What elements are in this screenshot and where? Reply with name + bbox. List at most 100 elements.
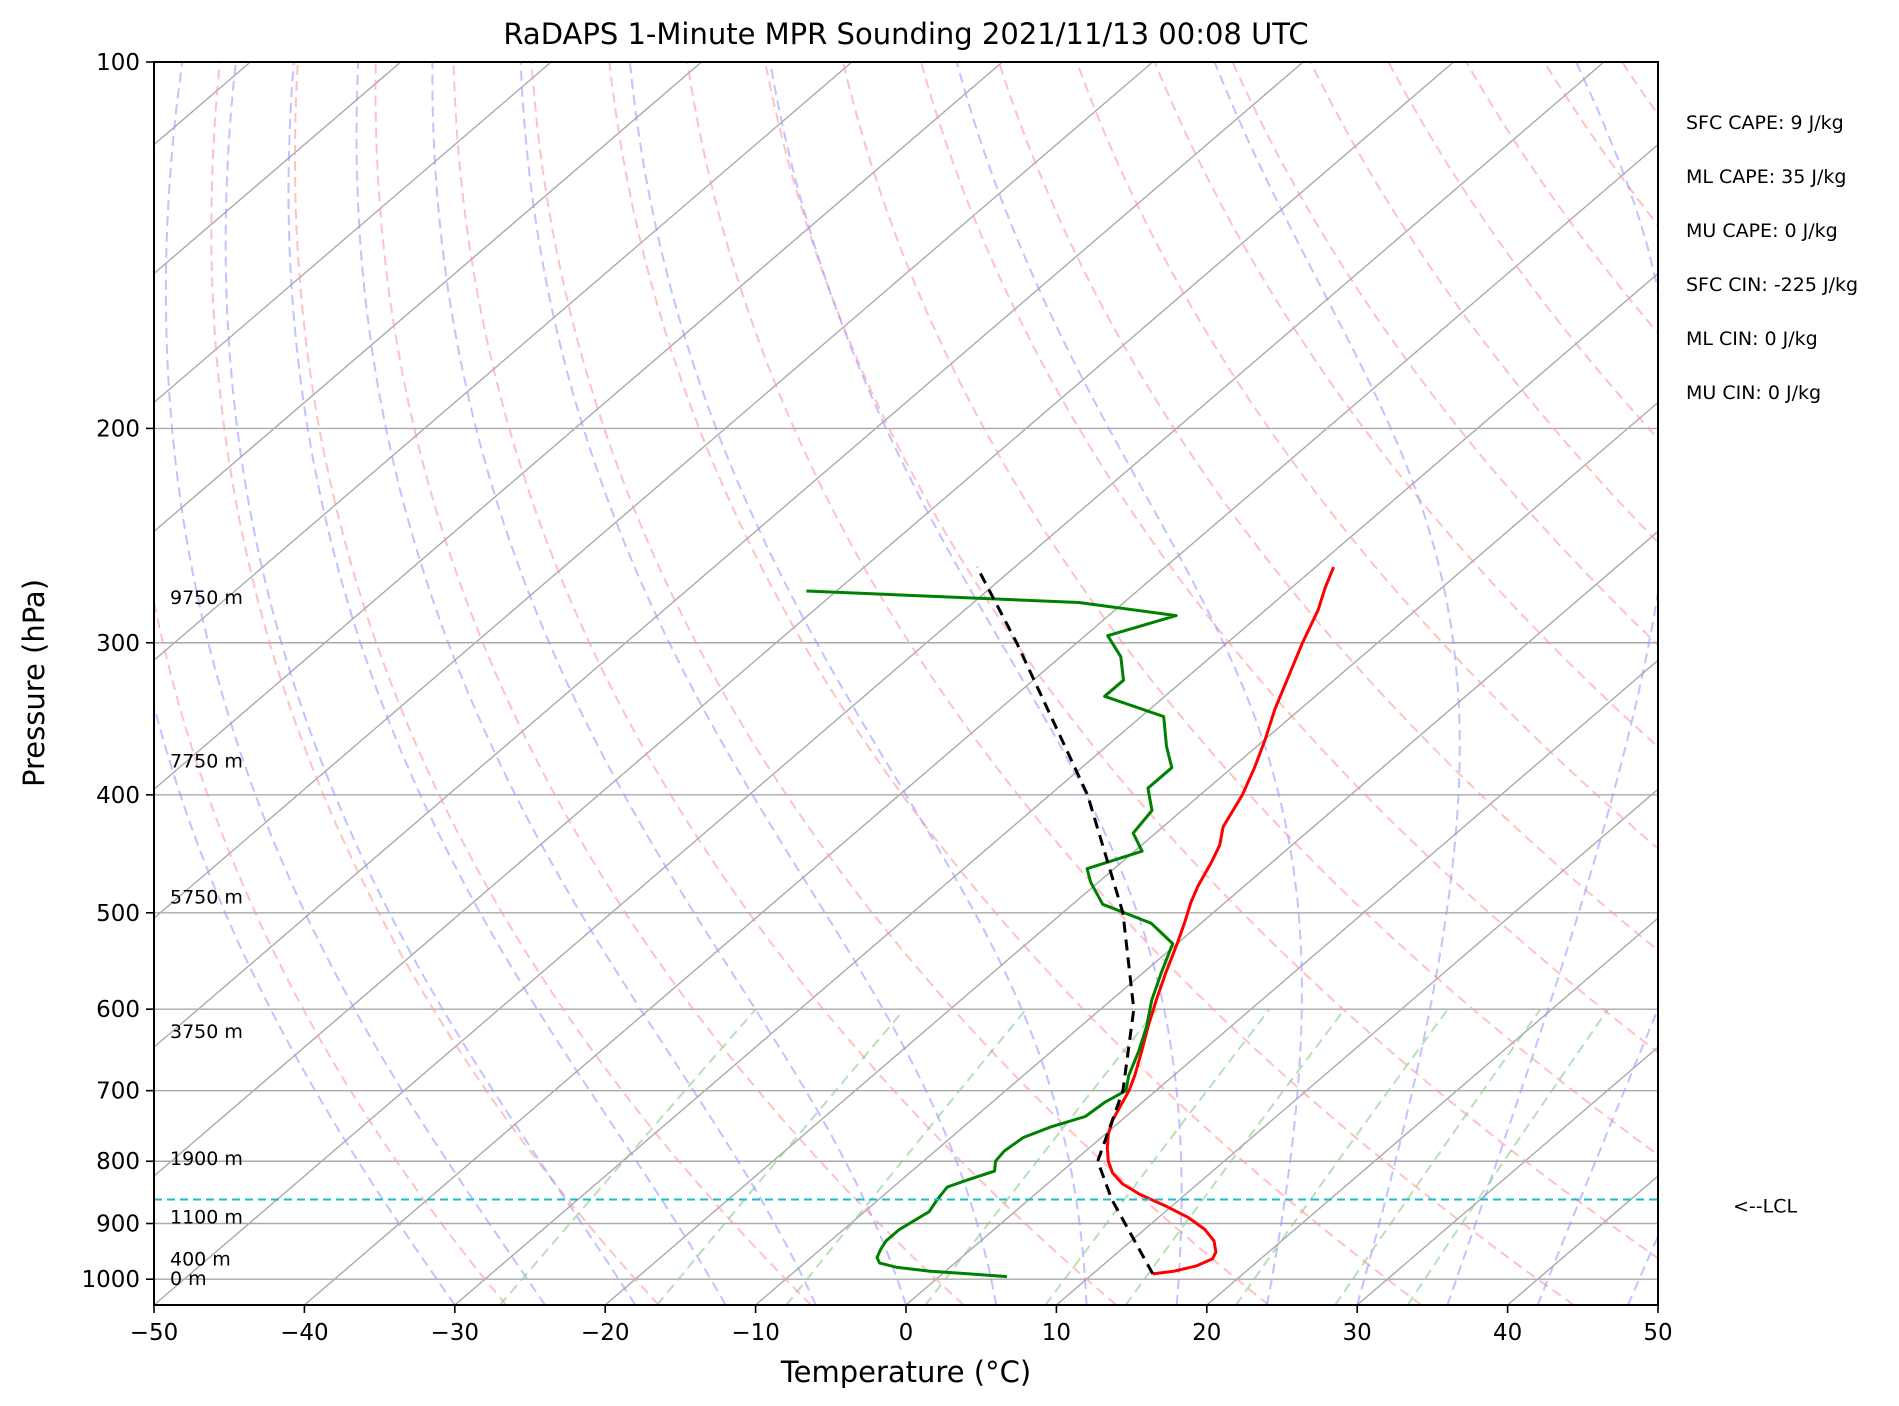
moist-adiabat-line: [287, 62, 727, 1305]
dry-adiabat-line: [530, 62, 1270, 1305]
dry-adiabat-line: [154, 596, 507, 1305]
isotherm-line: [154, 62, 1605, 1305]
y-tick-label: 500: [96, 901, 140, 927]
y-tick-label: 800: [96, 1149, 140, 1175]
dry-adiabat-line: [686, 62, 1575, 1305]
isotherm-line: [905, 659, 1658, 1305]
isotherm-line: [154, 62, 853, 662]
height-label: 1100 m: [170, 1206, 243, 1228]
moist-adiabat-line: [355, 62, 817, 1305]
isotherm-line: [303, 143, 1658, 1305]
x-tick-label: 50: [1643, 1320, 1672, 1346]
y-tick-label: 200: [96, 416, 140, 442]
y-tick-label: 100: [96, 50, 140, 76]
plot-frame: [153, 61, 1659, 1306]
stat-label: ML CAPE: 35 J/kg: [1686, 166, 1846, 188]
isotherm-line: [604, 401, 1658, 1305]
background-lines: [154, 62, 1899, 1305]
dry-adiabat-line: [1778, 62, 1899, 1305]
isotherm-line: [154, 62, 402, 275]
dry-adiabat-line: [997, 62, 1658, 952]
isotherm-line: [154, 62, 552, 404]
moist-adiabat-line: [1536, 1006, 1658, 1305]
moist-adiabat-line: [431, 62, 907, 1305]
moist-adiabat-line: [1626, 1233, 1658, 1305]
height-label: 0 m: [170, 1268, 207, 1290]
dry-adiabat-line: [452, 62, 1117, 1305]
lcl-label: <--LCL: [1733, 1195, 1797, 1217]
x-tick-label: −30: [431, 1320, 480, 1346]
mixing-ratio-line: [1044, 1008, 1271, 1305]
height-label: 3750 m: [170, 1021, 243, 1043]
dry-adiabat-line: [1075, 62, 1658, 850]
isotherm-line: [454, 272, 1658, 1305]
dry-adiabat-line: [1856, 62, 1899, 1305]
moist-adiabat-line: [769, 62, 1183, 1305]
x-tick-label: 10: [1042, 1320, 1071, 1346]
dry-adiabat-line: [294, 62, 812, 1305]
dry-adiabat-line: [1621, 62, 1658, 117]
parcel-profile-trace: [975, 566, 1155, 1275]
isotherm-line: [1356, 1046, 1658, 1305]
x-tick-label: 40: [1493, 1320, 1522, 1346]
moist-adiabat-line: [628, 62, 1088, 1305]
isotherm-line: [1657, 1304, 1658, 1305]
isotherm-line: [755, 530, 1658, 1305]
x-axis-label: Temperature (°C): [780, 1355, 1031, 1389]
moist-adiabat-line: [154, 701, 456, 1305]
isotherm-line: [154, 62, 1154, 920]
annotations: 9750 m 7750 m 5750 m 3750 m 1900 m 1100 m 400 …: [170, 112, 1858, 1290]
dry-adiabat-line: [1309, 62, 1658, 544]
isotherm-line: [154, 62, 1455, 1177]
isotherm-line: [1507, 1175, 1658, 1305]
mixing-ratio-line: [924, 1008, 1158, 1305]
dry-adiabat-line: [1465, 62, 1658, 335]
height-label: 400 m: [170, 1249, 231, 1271]
y-tick-label: 1000: [81, 1267, 140, 1293]
y-tick-label: 600: [96, 997, 140, 1023]
stat-label: SFC CAPE: 9 J/kg: [1686, 112, 1844, 134]
x-tick-label: 20: [1192, 1320, 1221, 1346]
mixing-ratio-line: [785, 1008, 1027, 1305]
stat-label: MU CAPE: 0 J/kg: [1686, 220, 1838, 242]
mixing-ratio-line: [1334, 1008, 1542, 1305]
x-tick-label: 30: [1343, 1320, 1372, 1346]
dry-adiabat-line: [1153, 62, 1658, 749]
dry-adiabat-line: [1543, 62, 1658, 228]
x-tick-label: −10: [731, 1320, 780, 1346]
isotherm-line: [154, 62, 1304, 1049]
mixing-ratio-line: [656, 1008, 906, 1305]
mixing-ratio-line: [1406, 1008, 1609, 1305]
height-label: 9750 m: [170, 587, 243, 609]
y-tick-label: 300: [96, 631, 140, 657]
moist-adiabat-line: [224, 62, 637, 1305]
y-axis-label: Pressure (hPa): [17, 579, 51, 787]
chart-title: RaDAPS 1-Minute MPR Sounding 2021/11/13 …: [503, 17, 1308, 51]
y-tick-label: 900: [96, 1212, 140, 1238]
temperature-trace: [1105, 566, 1335, 1276]
stat-label: MU CIN: 0 J/kg: [1686, 382, 1821, 404]
dry-adiabat-line: [920, 62, 1658, 1054]
height-label: 7750 m: [170, 751, 243, 773]
dry-adiabat-line: [764, 62, 1658, 1260]
stat-label: ML CIN: 0 J/kg: [1686, 328, 1818, 350]
y-tick-label: 400: [96, 783, 140, 809]
x-tick-label: −20: [581, 1320, 630, 1346]
moist-adiabat-line: [1446, 62, 1658, 1305]
x-tick-label: 0: [899, 1320, 914, 1346]
dry-adiabat-line: [842, 62, 1658, 1157]
moist-adiabat-line: [1213, 62, 1461, 1305]
dry-adiabat-line: [374, 62, 965, 1305]
moist-adiabat-line: [519, 62, 998, 1305]
isotherm-line: [154, 62, 703, 533]
height-label: 1900 m: [170, 1148, 243, 1170]
dewpoint-trace: [806, 589, 1178, 1279]
dry-adiabat-line: [1387, 62, 1658, 441]
isotherm-line: [1206, 917, 1658, 1305]
moist-adiabat-line: [955, 62, 1303, 1305]
dry-adiabat-line: [210, 62, 660, 1305]
mixing-ratio-line: [499, 1008, 757, 1305]
isotherm-line: [154, 62, 1003, 791]
